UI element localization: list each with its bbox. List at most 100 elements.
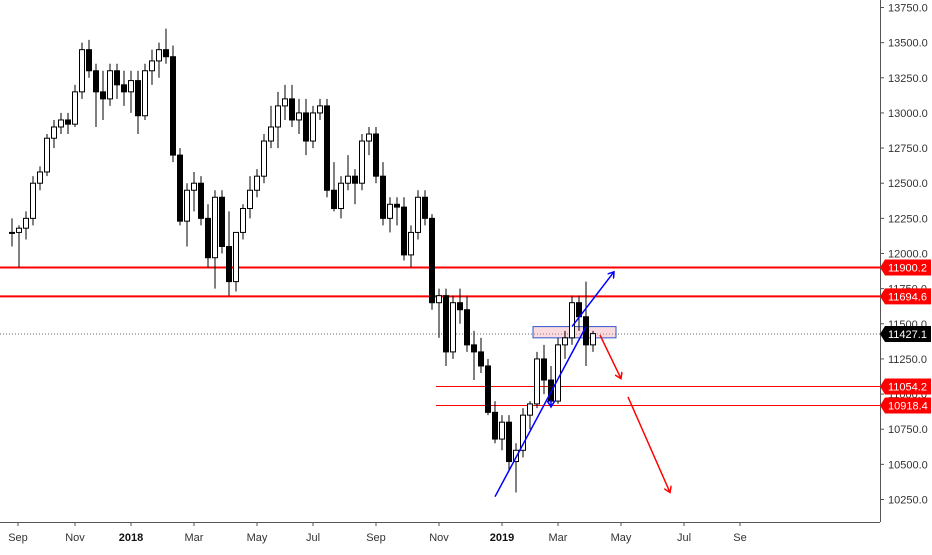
candle-body [394, 203, 400, 208]
y-tick-label: 12250.0 [888, 213, 928, 225]
candle-body [506, 421, 512, 463]
candle-body [107, 70, 113, 100]
candle-body [93, 70, 99, 93]
level-price-tag: 10918.4 [880, 397, 931, 414]
x-tick-label: Jul [306, 532, 320, 544]
x-tick-label: May [247, 532, 268, 544]
candle-body [555, 344, 561, 402]
level-price-tag: 11694.6 [880, 288, 931, 305]
y-tick-label: 12750.0 [888, 143, 928, 155]
candle-body [205, 217, 211, 259]
price-tag-text: 11900.2 [888, 263, 927, 275]
trend-lines [494, 272, 670, 498]
candle-body [44, 137, 50, 173]
price-tag-text: 11694.6 [888, 291, 927, 303]
y-tick-label: 11250.0 [888, 354, 927, 366]
x-tick-label: Sep [8, 532, 28, 544]
candle-body [79, 49, 85, 93]
candle-body [471, 344, 477, 353]
candle-body [170, 56, 176, 156]
candle-body [289, 98, 295, 121]
current-price-tag: 11427.1 [880, 326, 931, 343]
candle-body [317, 105, 323, 114]
candle-body [212, 196, 218, 259]
candle-body [114, 70, 120, 86]
price-tag-bg [880, 326, 931, 343]
y-tick-label: 10250.0 [888, 495, 928, 507]
level-price-tag: 11054.2 [880, 378, 931, 395]
candle-body [443, 295, 449, 353]
candle-body [352, 175, 358, 184]
candle-body [387, 203, 393, 219]
y-tick-label: 10750.0 [888, 424, 928, 436]
x-tick-label: Jul [677, 532, 691, 544]
candle-body [219, 196, 225, 247]
candle-body [268, 126, 274, 142]
x-tick-label: Nov [429, 532, 449, 544]
candle-body [457, 302, 463, 311]
candle-body [303, 112, 309, 142]
candle-body [128, 80, 134, 93]
candle-body [142, 70, 148, 117]
price-tag-text: 11054.2 [888, 381, 927, 393]
candle-body [422, 196, 428, 219]
y-tick-label: 13500.0 [888, 38, 928, 50]
candle-body [569, 302, 575, 339]
candle-body [541, 358, 547, 381]
projection-arrow [599, 334, 621, 379]
price-tag-bg [880, 378, 931, 395]
candle-body [72, 91, 78, 125]
x-tick-label: Mar [549, 532, 568, 544]
candle-body [282, 98, 288, 107]
candle-body [135, 80, 141, 117]
price-tag-bg [880, 288, 931, 305]
candle-body [254, 175, 260, 191]
candle-body [492, 411, 498, 440]
y-tick-label: 12500.0 [888, 178, 928, 190]
candle-body [485, 365, 491, 413]
projection-arrow [571, 272, 614, 328]
candle-body [359, 140, 365, 184]
y-tick-label: 13250.0 [888, 73, 928, 85]
price-tag-bg [880, 397, 931, 414]
candle-body [156, 49, 162, 62]
projection-arrow [627, 396, 670, 493]
candle-body [177, 154, 183, 222]
candle-body [30, 182, 36, 219]
candle-body [408, 231, 414, 256]
price-tag-bg [880, 259, 931, 276]
x-axis-ticks: Sep Nov 2018 Mar May Jul Sep Nov 2019 Mar May Jul Se [8, 522, 747, 544]
x-tick-label: Se [733, 532, 746, 544]
x-tick-label: Mar [185, 532, 204, 544]
x-tick-label: May [611, 532, 632, 544]
candle-body [100, 91, 106, 100]
candle-body [149, 60, 155, 72]
candle-body [37, 171, 43, 184]
candle-body [338, 182, 344, 210]
y-tick-label: 13750.0 [888, 3, 928, 15]
candle-body [191, 182, 197, 191]
candle-body [16, 227, 22, 233]
x-tick-label: Sep [366, 532, 386, 544]
candle-body [58, 119, 64, 128]
candle-body [373, 133, 379, 177]
candle-body [499, 421, 505, 440]
candle-body [429, 217, 435, 304]
candle-body [527, 403, 533, 416]
x-tick-label: 2019 [490, 532, 514, 544]
candle-body [65, 119, 71, 125]
candle-body [296, 112, 302, 121]
candle-body [380, 175, 386, 219]
y-axis-ticks: 13750.0 13500.0 13250.0 13000.0 12750.0 12500… [880, 3, 928, 507]
candle-body [275, 105, 281, 128]
candle-body [247, 189, 253, 210]
price-tag-text: 11427.1 [888, 329, 927, 341]
candle-body [121, 84, 127, 93]
trend-line [494, 326, 587, 498]
candle-body [233, 231, 239, 283]
candle-body [366, 133, 372, 142]
candle-body [51, 126, 57, 139]
